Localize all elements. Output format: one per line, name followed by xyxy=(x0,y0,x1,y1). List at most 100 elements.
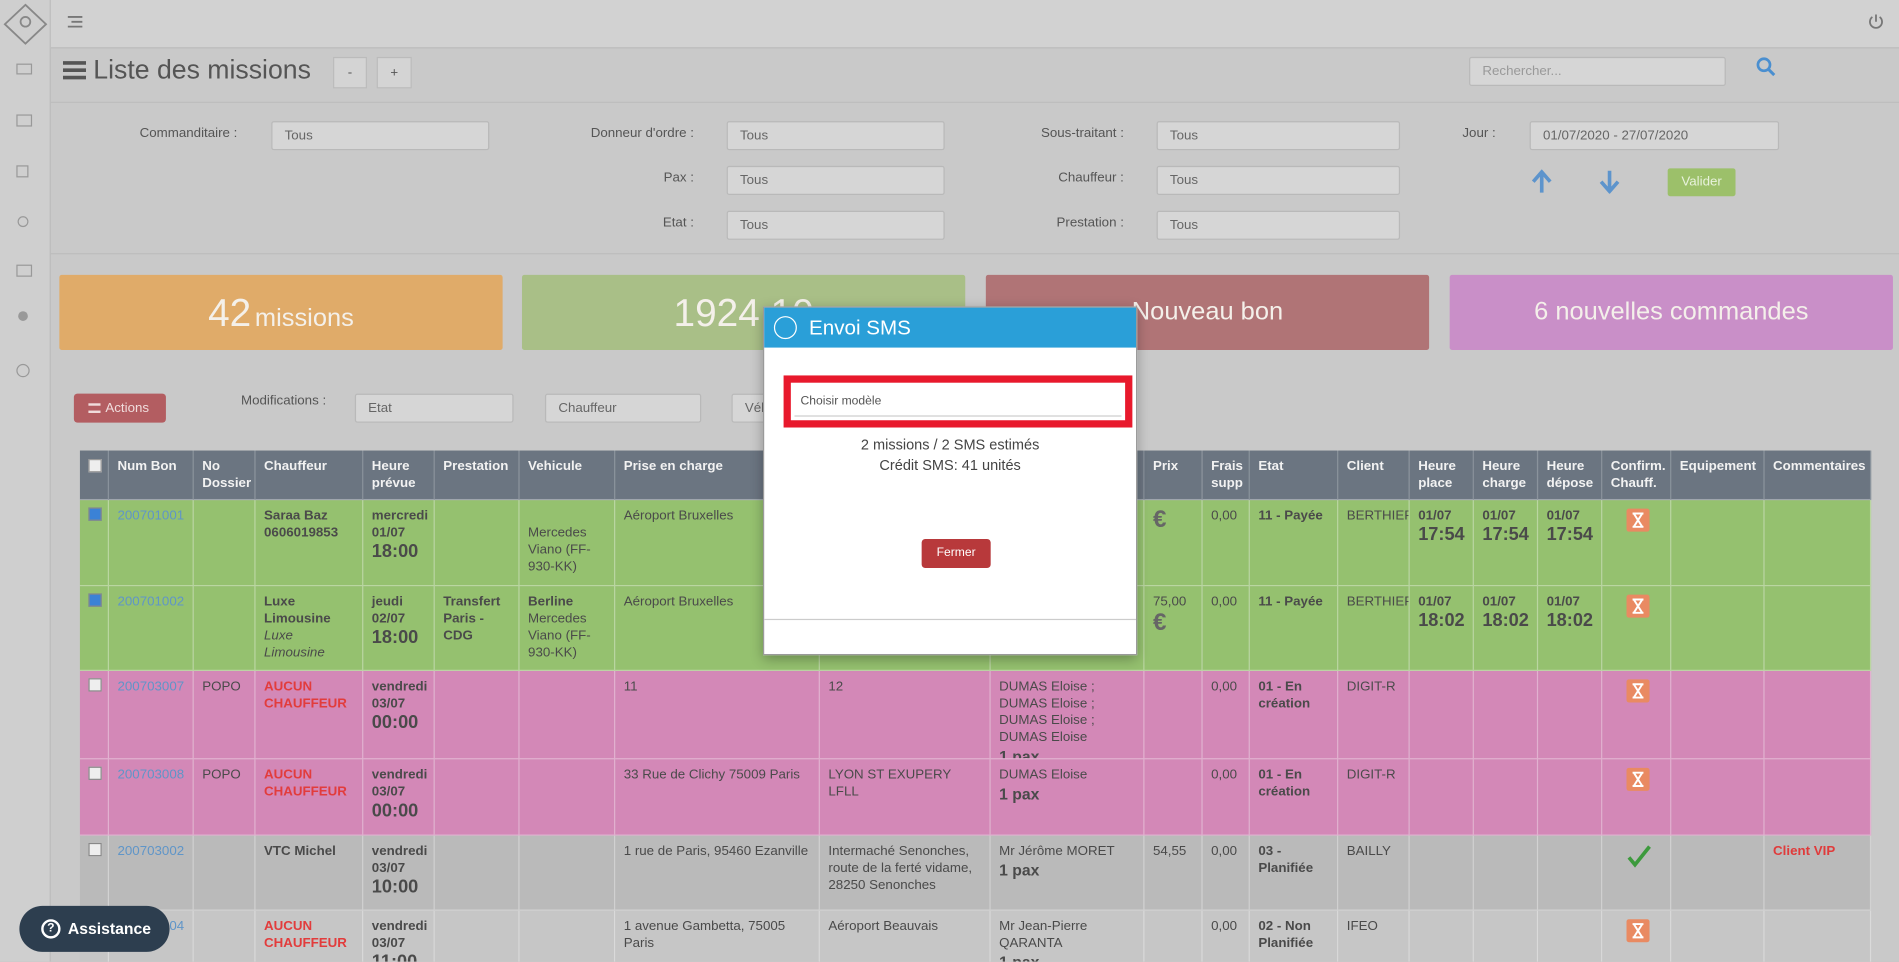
time: 18:00 xyxy=(371,627,419,648)
pending-icon[interactable] xyxy=(1625,918,1652,945)
table-cell xyxy=(1671,910,1765,962)
pending-icon[interactable] xyxy=(1625,593,1652,620)
row-checkbox[interactable] xyxy=(88,507,102,521)
table-cell xyxy=(519,910,616,962)
pickup: Aéroport Bruxelles xyxy=(623,508,734,524)
column-title: Client xyxy=(1346,459,1384,474)
sms-modal: Envoi SMS Choisir modèle 2 missions / 2 SM… xyxy=(762,306,1138,656)
modification-select[interactable]: Etat xyxy=(354,393,514,423)
passengers: Mr Jérôme MORET xyxy=(999,844,1115,859)
search-input[interactable]: Rechercher... xyxy=(1469,56,1726,86)
place-date: 01/07 xyxy=(1418,594,1452,610)
driver-sub: Luxe Limousine xyxy=(264,628,325,661)
euro-icon: € xyxy=(1152,609,1167,636)
sort-arrows[interactable] xyxy=(1530,169,1627,194)
table-cell xyxy=(1764,910,1872,962)
valider-button[interactable]: Valider xyxy=(1667,168,1736,197)
table-cell xyxy=(1538,835,1603,911)
column-title: No Dossier xyxy=(202,459,252,491)
table-cell: 11 - Payée xyxy=(1249,586,1339,671)
row-checkbox[interactable] xyxy=(88,842,102,857)
plus-button[interactable]: + xyxy=(376,56,412,89)
table-cell xyxy=(1409,910,1474,962)
pending-icon[interactable] xyxy=(1625,767,1652,794)
column-header: Vehicule xyxy=(519,450,616,501)
destination: LYON ST EXUPERY LFLL xyxy=(828,767,952,800)
status: 11 - Payée xyxy=(1258,594,1323,610)
driver: Saraa Baz xyxy=(264,508,328,524)
stat-box[interactable]: 6 nouvelles commandes xyxy=(1449,274,1893,351)
table-cell xyxy=(1602,500,1672,587)
filter-input[interactable]: Tous xyxy=(271,121,490,151)
filter-input[interactable]: Tous xyxy=(1156,210,1401,240)
client: IFEO xyxy=(1346,919,1378,934)
actions-button[interactable]: Actions xyxy=(73,393,166,423)
filter-input[interactable]: Tous xyxy=(726,121,945,151)
confirmed-icon[interactable] xyxy=(1625,843,1652,870)
mission-number: 200701002 xyxy=(117,594,185,610)
column-header: Equipement xyxy=(1671,450,1765,501)
filter-label: Etat : xyxy=(662,215,694,231)
assistance-button[interactable]: Assistance? xyxy=(19,905,170,952)
table-cell xyxy=(1671,759,1765,836)
table-cell: Client VIP xyxy=(1764,835,1872,911)
table-cell xyxy=(79,500,109,587)
template-select[interactable]: Choisir modèle xyxy=(794,386,1122,417)
table-cell xyxy=(1602,586,1672,671)
dossier: POPO xyxy=(202,679,241,694)
row-checkbox[interactable] xyxy=(88,678,102,692)
table-cell xyxy=(1764,500,1872,587)
table-cell: 11 - Payée xyxy=(1249,500,1339,587)
pax-count: 1 pax xyxy=(999,861,1040,880)
column-header: Chauffeur xyxy=(255,450,364,501)
filter-input[interactable]: Tous xyxy=(1156,121,1401,151)
mission-number: 200701001 xyxy=(117,508,185,524)
column-title: Num Bon xyxy=(117,459,177,474)
fees: 0,00 xyxy=(1211,767,1238,783)
filter-input[interactable]: 01/07/2020 - 27/07/2020 xyxy=(1529,121,1780,151)
mission-number: 200703008 xyxy=(117,767,185,783)
table-cell: Luxe Limousine Luxe Limousine xyxy=(255,586,364,671)
modification-select[interactable]: Chauffeur xyxy=(544,393,702,423)
power-icon[interactable] xyxy=(1868,13,1885,30)
pending-icon[interactable] xyxy=(1625,678,1652,705)
filter-input[interactable]: Tous xyxy=(726,165,945,195)
table-cell: 200703008 xyxy=(108,759,194,836)
menu-icon[interactable] xyxy=(67,15,84,30)
minus-button[interactable]: - xyxy=(333,56,367,89)
mission-number: 200703007 xyxy=(117,679,185,694)
date: 03/07 xyxy=(371,861,406,876)
filter-panel xyxy=(50,101,1899,255)
filter-input[interactable]: Tous xyxy=(726,210,945,240)
fees: 0,00 xyxy=(1211,919,1238,934)
column-header xyxy=(79,450,109,501)
close-button[interactable]: Fermer xyxy=(921,538,991,569)
table-cell xyxy=(1671,670,1765,760)
status: 02 - Non Planifiée xyxy=(1258,919,1314,951)
column-header: Heure charge xyxy=(1473,450,1539,501)
search-icon[interactable] xyxy=(1756,57,1776,77)
pending-icon[interactable] xyxy=(1625,507,1652,534)
row-checkbox[interactable] xyxy=(88,593,102,607)
table-cell: POPO xyxy=(193,670,256,760)
comment: Client VIP xyxy=(1773,844,1836,859)
table-cell: 200703007 xyxy=(108,670,194,760)
table-cell xyxy=(193,500,256,587)
table-cell: Mr Jérôme MORET 1 pax xyxy=(990,835,1145,911)
price: 54,55 xyxy=(1152,844,1187,859)
table-cell: 33 Rue de Clichy 75009 Paris xyxy=(615,759,820,836)
table-cell: Mr Jean-Pierre QARANTA1 pax xyxy=(990,910,1145,962)
stat-box[interactable]: 42 missions xyxy=(59,274,503,351)
date: 03/07 xyxy=(371,936,406,951)
time: 00:00 xyxy=(371,800,419,822)
table-cell: 0,00 xyxy=(1202,670,1250,760)
date: 01/07 xyxy=(371,525,406,541)
select-all-checkbox[interactable] xyxy=(88,459,102,473)
filter-input[interactable]: Tous xyxy=(1156,165,1401,195)
table-cell xyxy=(1764,759,1872,836)
fees: 0,00 xyxy=(1211,844,1238,859)
client: BERTHIER xyxy=(1346,594,1410,610)
table-cell: 54,55 xyxy=(1144,835,1203,911)
pickup: 1 avenue Gambetta, 75005 Paris xyxy=(623,919,786,951)
row-checkbox[interactable] xyxy=(88,766,102,780)
